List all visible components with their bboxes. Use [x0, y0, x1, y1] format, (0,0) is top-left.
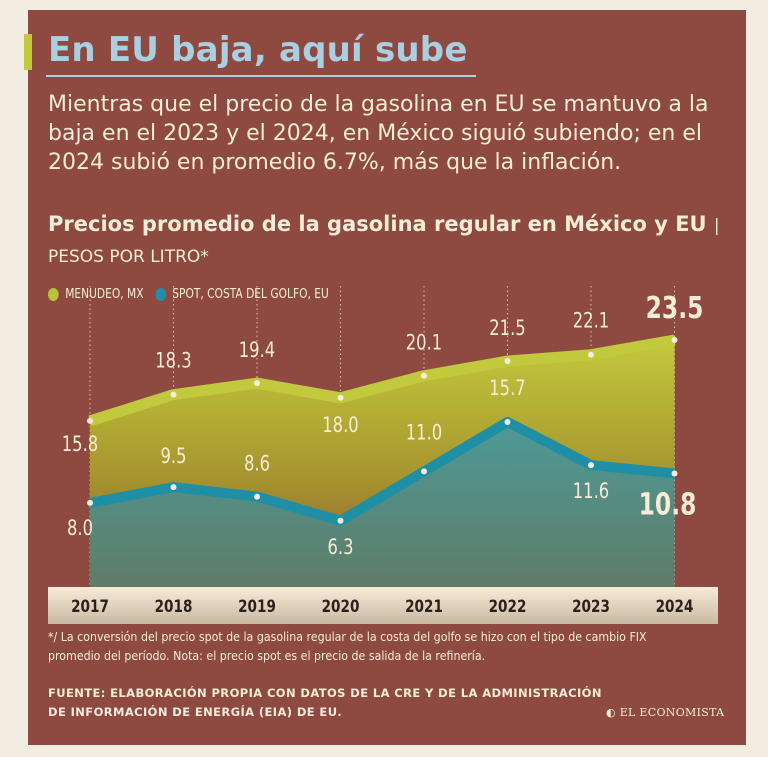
point-menudeo-2021: [421, 372, 427, 379]
tick-label-2023: 2023: [572, 597, 610, 617]
chart-plot: 15.8 18.3 19.4 18.0 20.1 21.5 22.1 23.5 8.0 9.5 8.…: [48, 286, 718, 624]
legend-dot-spot: [155, 287, 166, 301]
tick-label-2017: 2017: [71, 597, 109, 617]
title-accent-bar: [24, 34, 32, 70]
x-axis-band: [48, 587, 718, 624]
value-label-spot-2019: 8.6: [244, 453, 270, 476]
footnote: */ La conversión del precio spot de la g…: [48, 630, 647, 663]
point-menudeo-2023: [588, 351, 594, 358]
source-note: FUENTE: ELABORACIÓN PROPIA CON DATOS DE …: [48, 686, 602, 719]
tick-label-2022: 2022: [489, 597, 527, 617]
chart-legend: MENUDEO, MX SPOT, COSTA DEL GOLFO, EU: [48, 284, 340, 304]
value-label-spot-2023: 11.6: [573, 480, 609, 503]
point-spot-2020: [337, 517, 344, 524]
tick-label-2019: 2019: [238, 597, 276, 617]
point-menudeo-2022: [504, 358, 511, 365]
point-spot-2019: [254, 493, 260, 500]
point-spot-2023: [588, 462, 594, 469]
value-label-menudeo-2023: 22.1: [573, 310, 609, 333]
value-label-spot-2020: 6.3: [327, 536, 353, 559]
legend-dot-menudeo: [48, 287, 59, 301]
value-label-spot-2017: 8.0: [67, 517, 93, 540]
legend-label-menudeo: MENUDEO, MX: [65, 286, 144, 302]
chart-title: Precios promedio de la gasolina regular …: [48, 212, 707, 236]
point-spot-2017: [87, 499, 93, 506]
line-spot-eu: [89, 416, 676, 526]
line-menudeo-mx: [88, 334, 676, 427]
value-label-menudeo-2021: 20.1: [406, 332, 442, 355]
value-label-spot-2022: 15.7: [489, 377, 525, 400]
value-label-spot-2021: 11.0: [406, 422, 442, 445]
point-spot-2022: [504, 418, 511, 425]
value-label-spot-2018: 9.5: [160, 445, 186, 468]
value-label-menudeo-2019: 19.4: [239, 339, 275, 362]
brand-logo: ◐ EL ECONOMISTA: [606, 706, 724, 719]
area-spot-eu: [90, 421, 675, 587]
chart-units: | PESOS POR LITRO*: [48, 216, 720, 267]
tick-label-2021: 2021: [405, 597, 443, 617]
point-spot-2018: [170, 484, 177, 491]
value-label-spot-2024: 10.8: [639, 488, 697, 523]
value-label-menudeo-2017: 15.8: [62, 433, 98, 456]
value-label-menudeo-2024: 23.5: [646, 291, 704, 326]
page-title: En EU baja, aquí sube: [48, 30, 468, 70]
logo-text: EL ECONOMISTA: [619, 706, 725, 719]
point-menudeo-2024: [671, 337, 678, 343]
point-spot-2024: [671, 470, 678, 477]
chart-heading: Precios promedio de la gasolina regular …: [48, 210, 728, 272]
title-underline: [46, 75, 476, 77]
page-subtitle: Mientras que el precio de la gasolina en…: [48, 92, 709, 175]
tick-label-2020: 2020: [322, 597, 360, 617]
logo-icon: ◐: [606, 706, 616, 719]
value-label-menudeo-2022: 21.5: [489, 317, 525, 340]
value-label-menudeo-2018: 18.3: [155, 350, 191, 373]
point-spot-2021: [421, 468, 427, 475]
point-menudeo-2018: [170, 391, 177, 398]
tick-label-2024: 2024: [656, 597, 694, 617]
point-menudeo-2017: [87, 417, 93, 424]
tick-label-2018: 2018: [155, 597, 193, 617]
legend-label-spot: SPOT, COSTA DEL GOLFO, EU: [172, 286, 329, 302]
point-menudeo-2019: [254, 380, 260, 387]
value-label-menudeo-2020: 18.0: [322, 414, 358, 437]
point-menudeo-2020: [337, 394, 344, 401]
